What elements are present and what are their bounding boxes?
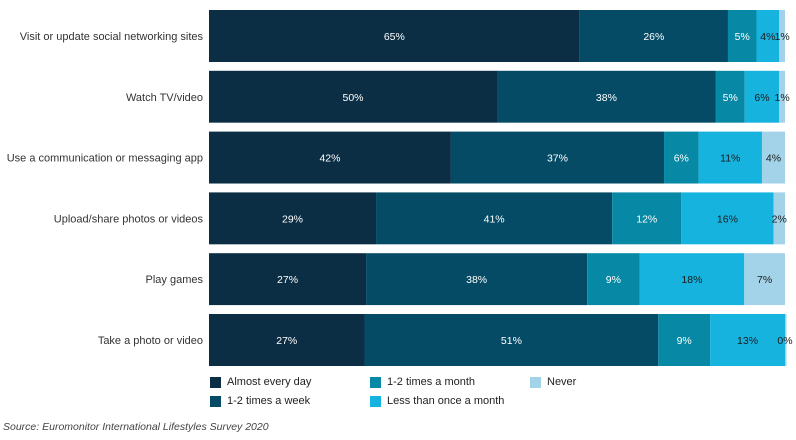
- legend-label: Never: [547, 376, 577, 388]
- legend-item-less-than-once-a-month: Less than once a month: [370, 395, 504, 407]
- legend-item-1-2-times-a-week: 1-2 times a week: [210, 395, 310, 407]
- data-label: 5%: [723, 92, 738, 104]
- category-label: Visit or update social networking sites: [20, 31, 204, 43]
- bar-segment: [497, 70, 716, 123]
- data-label: 2%: [772, 213, 787, 225]
- bar-segment: [761, 131, 785, 184]
- bar-segment: [612, 192, 682, 245]
- data-label: 50%: [342, 92, 363, 104]
- data-label: 38%: [596, 92, 617, 104]
- bar-segment: [785, 314, 787, 366]
- data-label: 0%: [777, 335, 792, 347]
- data-label: 41%: [484, 213, 505, 225]
- bar-segment: [376, 192, 613, 245]
- legend-label: 1-2 times a month: [387, 376, 476, 388]
- data-label: 65%: [384, 31, 405, 43]
- category-label: Take a photo or video: [98, 335, 203, 347]
- bar-segment: [209, 253, 367, 306]
- bar-segment: [756, 10, 780, 62]
- row-gap: [209, 305, 785, 314]
- legend-swatch: [530, 376, 541, 388]
- bar-segment: [364, 314, 659, 366]
- bar-segment: [664, 131, 699, 184]
- bar-segment: [209, 70, 497, 123]
- data-label: 6%: [674, 153, 689, 165]
- row-gap: [209, 244, 785, 254]
- bar-segment: [366, 253, 588, 306]
- data-label: 13%: [737, 335, 758, 347]
- category-label: Upload/share photos or videos: [54, 213, 204, 225]
- bar-segment: [715, 70, 745, 123]
- bar-segment: [710, 314, 785, 366]
- data-label: 29%: [282, 213, 303, 225]
- bar-segment: [209, 131, 451, 184]
- legend-swatch: [370, 395, 381, 407]
- data-label: 18%: [681, 274, 702, 286]
- data-label: 16%: [717, 213, 738, 225]
- data-label: 7%: [757, 274, 772, 286]
- legend-swatch: [210, 376, 221, 388]
- bar-segment: [209, 10, 580, 62]
- legend-label: Almost every day: [227, 376, 312, 388]
- data-label: 37%: [547, 153, 568, 165]
- stacked-bar-chart: Visit or update social networking sites 6…: [7, 10, 793, 366]
- row-gap: [209, 62, 785, 71]
- category-label: Watch TV/video: [126, 92, 203, 104]
- data-label: 1%: [775, 31, 790, 43]
- data-label: 1%: [775, 92, 790, 104]
- bar-segment: [779, 70, 785, 123]
- bar-segment: [579, 10, 728, 62]
- bar-segment: [209, 192, 377, 245]
- legend-label: Less than once a month: [387, 395, 505, 407]
- legend: Almost every day 1-2 times a week 1-2 ti…: [210, 376, 590, 412]
- data-label: 26%: [643, 31, 664, 43]
- legend-item-almost-every-day: Almost every day: [210, 376, 311, 388]
- category-label: Use a communication or messaging app: [7, 153, 203, 165]
- data-label: 27%: [277, 274, 298, 286]
- legend-item-1-2-times-a-month: 1-2 times a month: [370, 376, 475, 388]
- data-label: 4%: [766, 153, 781, 165]
- bar-segment: [450, 131, 665, 184]
- data-label: 27%: [276, 335, 297, 347]
- bar-segment: [698, 131, 762, 184]
- legend-swatch: [210, 395, 221, 407]
- data-label: 12%: [636, 213, 657, 225]
- data-label: 9%: [606, 274, 621, 286]
- data-label: 42%: [319, 153, 340, 165]
- data-label: 9%: [677, 335, 692, 347]
- legend-label: 1-2 times a week: [227, 395, 311, 407]
- bar-segment: [639, 253, 745, 306]
- bar-segment: [744, 70, 780, 123]
- bar-segment: [681, 192, 774, 245]
- data-label: 6%: [754, 92, 769, 104]
- bar-segment: [727, 10, 757, 62]
- bar-segment: [209, 314, 365, 366]
- row-gap: [209, 183, 785, 193]
- data-label: 4%: [760, 31, 775, 43]
- data-label: 5%: [735, 31, 750, 43]
- legend-item-never: Never: [530, 376, 576, 388]
- row-gap: [209, 122, 785, 132]
- bar-segment: [744, 253, 785, 306]
- bar-segment: [658, 314, 711, 366]
- data-label: 51%: [501, 335, 522, 347]
- bar-segment: [587, 253, 640, 306]
- legend-swatch: [370, 376, 381, 388]
- bar-segment: [773, 192, 785, 245]
- data-label: 11%: [720, 153, 740, 165]
- data-label: 38%: [466, 274, 487, 286]
- bar-segment: [779, 10, 785, 62]
- source-note: Source: Euromonitor International Lifest…: [3, 421, 269, 433]
- category-label: Play games: [146, 274, 204, 286]
